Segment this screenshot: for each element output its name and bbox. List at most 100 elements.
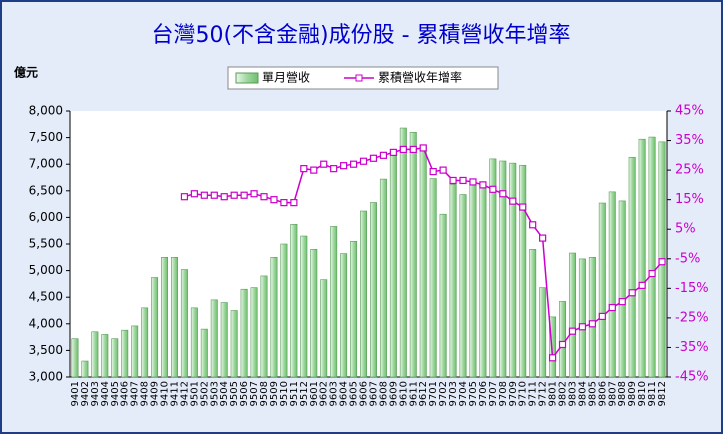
bar	[240, 288, 248, 378]
line-marker	[200, 191, 208, 199]
x-tick-label: 9412	[179, 381, 190, 406]
bar	[101, 334, 109, 378]
x-tick-label: 9512	[299, 381, 310, 406]
bar	[91, 331, 99, 378]
x-tick-label: 9502	[199, 381, 210, 406]
x-tick-label: 9709	[508, 381, 519, 406]
x-tick-label: 9509	[269, 381, 280, 406]
bar	[131, 325, 139, 378]
y-axis-label: 億元	[14, 65, 38, 80]
bar	[81, 360, 89, 378]
y-tick-label: 6,000	[29, 210, 63, 224]
bar	[210, 299, 218, 378]
bar	[141, 307, 149, 378]
bar	[409, 131, 417, 378]
line-marker	[340, 162, 348, 170]
line-marker	[558, 340, 567, 349]
x-tick-label: 9610	[398, 381, 409, 406]
bar	[568, 252, 576, 378]
x-tick-label: 9601	[309, 381, 320, 406]
x-tick-label: 9608	[378, 381, 389, 406]
bar	[190, 307, 198, 378]
line-marker	[250, 190, 258, 198]
y-tick-label: 3,500	[29, 343, 63, 357]
bar	[549, 316, 557, 378]
bar	[200, 328, 208, 378]
line-marker	[618, 298, 626, 306]
bar	[310, 249, 318, 378]
x-tick-label: 9807	[607, 381, 618, 406]
y-tick-label: 7,500	[29, 130, 63, 144]
line-marker	[190, 190, 198, 198]
line-marker	[409, 145, 417, 154]
x-tick-label: 9602	[319, 381, 330, 406]
line-marker	[290, 199, 298, 207]
x-tick-label: 9612	[418, 381, 429, 406]
line-marker	[509, 197, 517, 205]
x-tick-label: 9403	[90, 381, 101, 406]
line-marker	[578, 323, 587, 331]
x-tick-label: 9804	[577, 381, 588, 406]
line-marker	[529, 221, 537, 229]
line-marker	[359, 157, 368, 165]
bar	[220, 302, 228, 378]
bar	[71, 338, 79, 378]
y-tick-label: 4,000	[29, 316, 63, 330]
x-tick-label: 9402	[80, 381, 91, 406]
bar	[320, 279, 328, 378]
x-tick-label: 9501	[189, 381, 200, 406]
bar	[598, 202, 606, 378]
y-tick-label: 5,000	[29, 263, 63, 277]
line-marker	[419, 144, 427, 152]
x-tick-label: 9404	[100, 381, 111, 406]
line-marker	[280, 199, 288, 207]
line-marker	[499, 190, 507, 198]
bar	[628, 156, 636, 378]
x-tick-label: 9607	[368, 381, 379, 406]
y-tick-label: 5,500	[29, 237, 63, 251]
line-marker	[489, 185, 497, 193]
chart-title: 台灣50(不含金融)成份股 - 累積營收年增率	[151, 23, 570, 48]
bar	[379, 178, 387, 378]
bar	[230, 310, 238, 378]
y2-tick-label: -35%	[675, 340, 709, 355]
line-marker	[459, 176, 467, 185]
x-tick-label: 9710	[518, 381, 529, 406]
bar	[578, 258, 586, 378]
y-tick-label: 4,500	[29, 290, 63, 304]
line-marker	[429, 167, 437, 176]
y2-tick-label: -15%	[675, 281, 709, 296]
x-tick-label: 9611	[408, 381, 419, 406]
x-tick-label: 9507	[249, 381, 260, 406]
line-marker	[300, 165, 308, 173]
bar	[588, 256, 596, 378]
line-marker	[210, 191, 218, 199]
line-marker	[638, 281, 646, 289]
bar	[489, 158, 497, 378]
x-tick-label: 9409	[150, 381, 161, 406]
bar	[360, 210, 368, 378]
x-tick-label: 9808	[617, 381, 628, 406]
line-marker	[519, 203, 527, 211]
bar	[340, 253, 348, 378]
y-tick-label: 6,500	[29, 183, 63, 197]
line-marker	[479, 181, 487, 189]
bar	[529, 249, 537, 378]
line-marker	[320, 160, 328, 168]
line-marker	[588, 320, 596, 328]
bar	[121, 329, 129, 378]
x-tick-label: 9712	[538, 381, 549, 406]
bar	[638, 138, 646, 378]
bar	[648, 136, 656, 378]
bar	[469, 183, 477, 378]
y2-tick-label: -45%	[675, 370, 709, 385]
x-tick-label: 9802	[558, 381, 569, 406]
line-marker	[548, 354, 557, 362]
legend-label: 單月營收	[262, 71, 310, 85]
bar	[618, 200, 626, 378]
bar	[290, 224, 298, 378]
bar	[539, 287, 547, 378]
bar	[260, 275, 268, 378]
x-tick-label: 9407	[130, 381, 141, 406]
